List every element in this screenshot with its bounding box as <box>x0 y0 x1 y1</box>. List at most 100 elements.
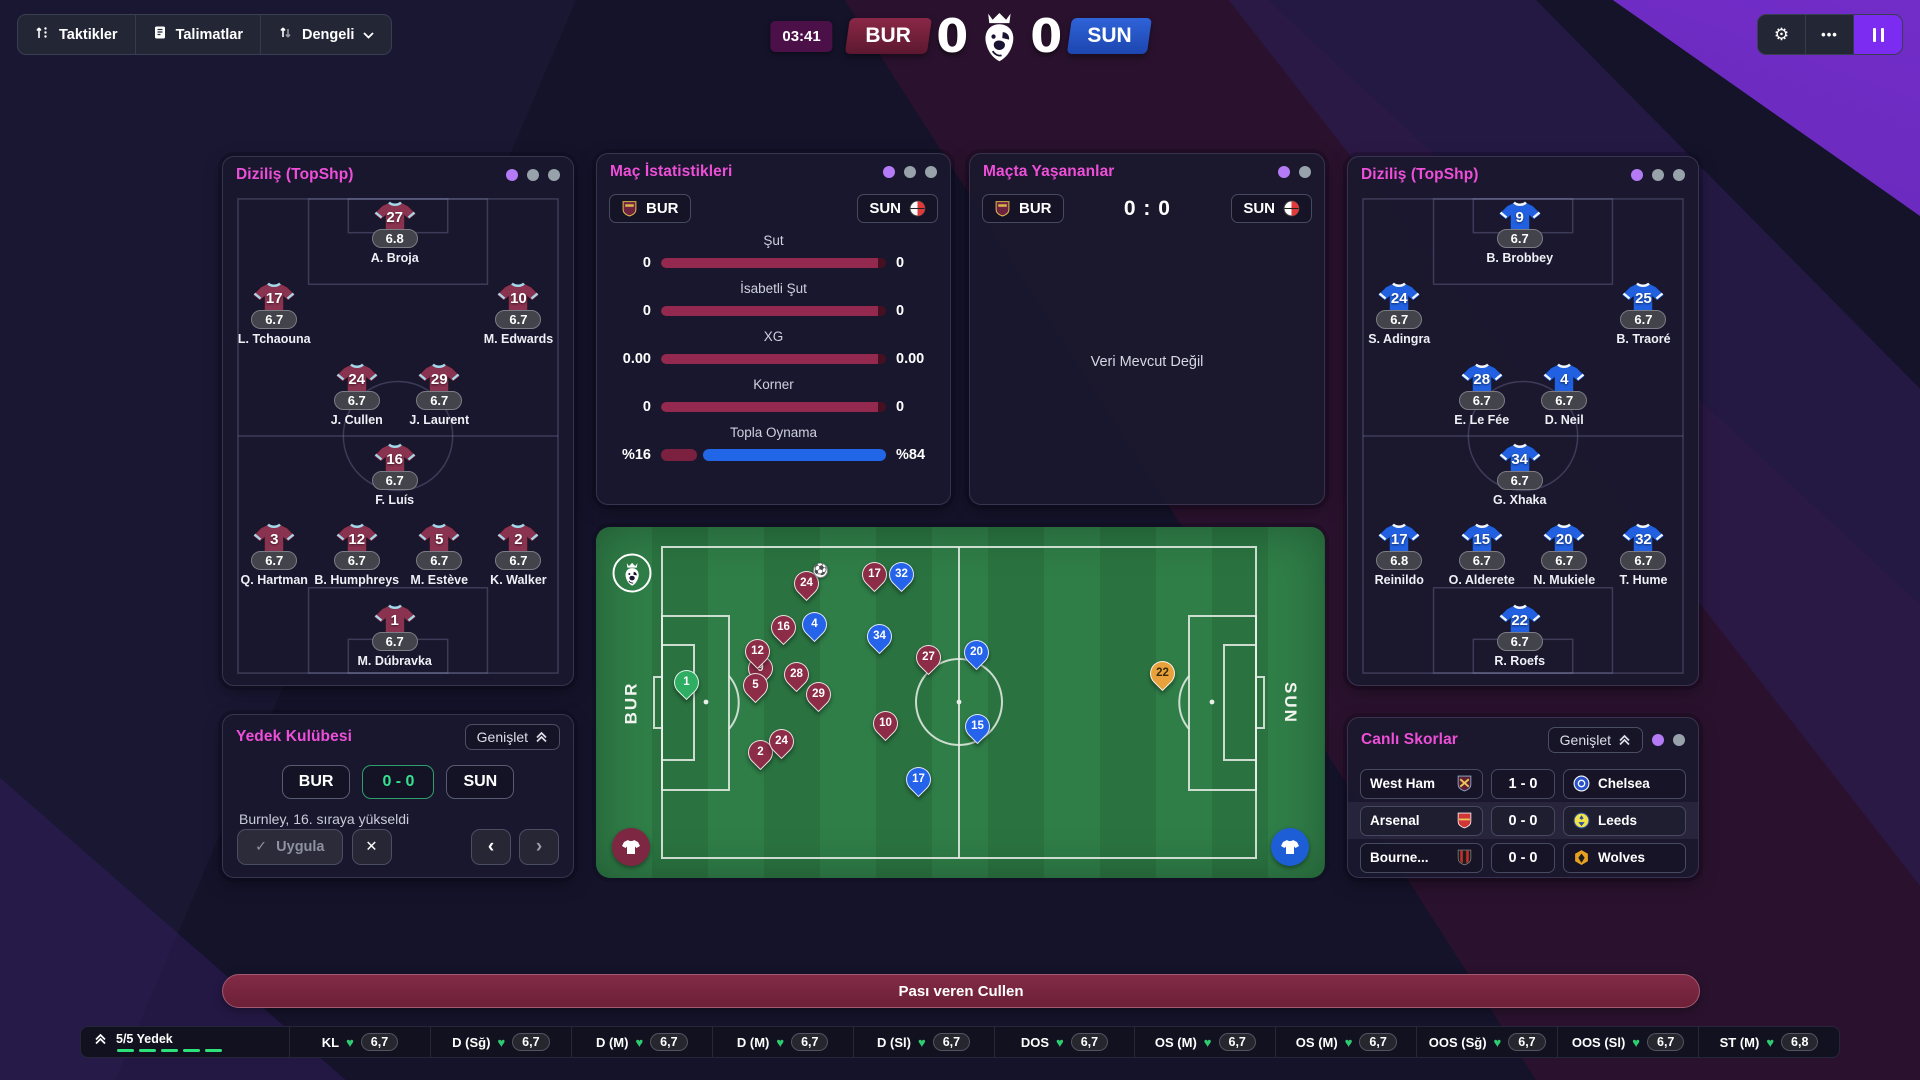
position-rating-item[interactable]: OS (M) ♥ 6,7 <box>1275 1027 1416 1057</box>
toolbar-button-label: Dengeli <box>302 26 355 43</box>
panel-control-dot[interactable] <box>904 166 916 178</box>
formation-player[interactable]: 5 6.7 M. Estève <box>379 523 499 587</box>
formation-player[interactable]: 20 6.7 N. Mukiele <box>1504 523 1624 587</box>
home-team-box[interactable]: West Ham <box>1360 768 1483 799</box>
panel-control-dot[interactable] <box>1652 734 1664 746</box>
formation-player[interactable]: 27 6.8 A. Broja <box>335 201 455 265</box>
panel-control-dot[interactable] <box>1278 166 1290 178</box>
formation-player[interactable]: 29 6.7 J. Laurent <box>379 363 499 427</box>
home-team-box[interactable]: Arsenal <box>1360 805 1483 836</box>
formation-player[interactable]: 3 6.7 Q. Hartman <box>214 523 334 587</box>
player-name: E. Le Fée <box>1454 413 1510 427</box>
formation-player[interactable]: 12 6.7 B. Humphreys <box>297 523 417 587</box>
position-rating-item[interactable]: D (M) ♥ 6,7 <box>711 1027 853 1057</box>
position-rating-item[interactable]: ST (M) ♥ 6,8 <box>1698 1027 1839 1057</box>
subs-summary[interactable]: 5/5 Yedek <box>81 1027 289 1057</box>
away-team-box[interactable]: Chelsea <box>1563 768 1686 799</box>
panel-dots <box>874 166 937 178</box>
panel-control-dot[interactable] <box>506 169 518 181</box>
live-score-row[interactable]: Arsenal 0 - 0 Leeds <box>1348 802 1698 839</box>
player-name: B. Brobbey <box>1486 251 1554 265</box>
away-team-badge[interactable]: SUN <box>857 194 938 223</box>
position-label: DOS <box>1020 1034 1050 1050</box>
panel-control-dot[interactable] <box>1631 169 1643 181</box>
away-kit-button[interactable] <box>1271 828 1309 866</box>
formation-player[interactable]: 4 6.7 D. Neil <box>1504 363 1624 427</box>
position-label: OOS (Sl) <box>1571 1034 1626 1050</box>
panel-control-dot[interactable] <box>1299 166 1311 178</box>
position-rating-item[interactable]: D (Sl) ♥ 6,7 <box>852 1027 994 1057</box>
away-team-box[interactable]: Wolves <box>1563 842 1686 873</box>
toolbar-button-dengeli[interactable]: Dengeli <box>261 15 391 54</box>
away-team-chip[interactable]: SUN <box>1066 18 1153 54</box>
panel-control-dot[interactable] <box>548 169 560 181</box>
panel-control-dot[interactable] <box>1673 169 1685 181</box>
formation-player[interactable]: 16 6.7 F. Luís <box>335 443 455 507</box>
formation-player[interactable]: 17 6.8 Reinildo <box>1339 523 1459 587</box>
away-team-badge[interactable]: SUN <box>1231 194 1312 223</box>
pause-button[interactable] <box>1854 15 1902 54</box>
panel-control-dot[interactable] <box>527 169 539 181</box>
match-controls: ⚙ ••• <box>1757 14 1903 55</box>
formation-player[interactable]: 24 6.7 J. Cullen <box>297 363 417 427</box>
formation-player[interactable]: 22 6.7 R. Roefs <box>1460 604 1580 668</box>
live-score-row[interactable]: West Ham 1 - 0 Chelsea <box>1348 765 1698 802</box>
live-score-row[interactable]: Bourne... 0 - 0 Wolves <box>1348 839 1698 876</box>
condition-heart-icon: ♥ <box>1203 1034 1212 1050</box>
formation-player[interactable]: 9 6.7 B. Brobbey <box>1460 201 1580 265</box>
panel-control-dot[interactable] <box>1673 734 1685 746</box>
formation-player[interactable]: 2 6.7 K. Walker <box>458 523 578 587</box>
apply-button[interactable]: ✓ Uygula <box>237 829 343 865</box>
home-team-chip[interactable]: BUR <box>845 18 932 54</box>
home-team-badge[interactable]: BUR <box>982 194 1064 223</box>
formation-player[interactable]: 24 6.7 S. Adingra <box>1339 282 1459 346</box>
stat-home-value: 0.00 <box>622 351 651 367</box>
previous-button[interactable]: ‹ <box>471 829 511 865</box>
toolbar-button-taktikler[interactable]: Taktikler <box>18 15 136 54</box>
next-button[interactable]: › <box>519 829 559 865</box>
formation-player[interactable]: 28 6.7 E. Le Fée <box>1422 363 1542 427</box>
home-team-chip[interactable]: BUR <box>281 765 351 799</box>
player-rating: 6.7 <box>1458 551 1505 570</box>
player-shirt-icon: 34 <box>1497 443 1542 477</box>
panel-control-dot[interactable] <box>925 166 937 178</box>
home-team-box[interactable]: Bourne... <box>1360 842 1483 873</box>
formation-player[interactable]: 25 6.7 B. Traoré <box>1583 282 1703 346</box>
formation-player[interactable]: 1 6.7 M. Dúbravka <box>335 604 455 668</box>
position-rating-item[interactable]: OOS (Sl) ♥ 6,7 <box>1557 1027 1698 1057</box>
home-team-badge[interactable]: BUR <box>609 194 691 223</box>
expand-button[interactable]: Genişlet <box>464 724 560 750</box>
position-rating: 6,7 <box>791 1033 829 1051</box>
westham-crest-icon <box>1456 775 1473 792</box>
more-options-button[interactable]: ••• <box>1806 15 1854 54</box>
home-kit-button[interactable] <box>612 828 650 866</box>
position-rating-item[interactable]: OOS (Sğ) ♥ 6,7 <box>1416 1027 1557 1057</box>
player-shirt-icon: 5 <box>417 523 462 557</box>
stat-bar <box>661 306 886 316</box>
match-pitch: BUR SUN 1 2 24 9 5 12 16 28 29 24 ⚽ 17 32 4 34 27 20 10 15… <box>596 527 1325 878</box>
position-rating-item[interactable]: DOS ♥ 6,7 <box>993 1027 1135 1057</box>
panel-control-dot[interactable] <box>1652 169 1664 181</box>
panel-header: Diziliş (TopShp) <box>1348 157 1698 189</box>
position-rating-item[interactable]: D (Sğ) ♥ 6,7 <box>429 1027 571 1057</box>
player-name: S. Adingra <box>1368 332 1431 346</box>
away-team-box[interactable]: Leeds <box>1563 805 1686 836</box>
stat-away-value: 0 <box>896 399 905 415</box>
check-icon: ✓ <box>255 839 268 855</box>
position-rating-item[interactable]: D (M) ♥ 6,7 <box>570 1027 712 1057</box>
formation-player[interactable]: 15 6.7 O. Alderete <box>1422 523 1542 587</box>
position-rating-item[interactable]: KL ♥ 6,7 <box>289 1027 430 1057</box>
formation-player[interactable]: 34 6.7 G. Xhaka <box>1460 443 1580 507</box>
position-rating-item[interactable]: OS (M) ♥ 6,7 <box>1134 1027 1275 1057</box>
stat-away-value: 0 <box>896 255 905 271</box>
dismiss-button[interactable]: ✕ <box>351 829 392 865</box>
panel-control-dot[interactable] <box>883 166 895 178</box>
formation-player[interactable]: 17 6.7 L. Tchaouna <box>214 282 334 346</box>
formation-player[interactable]: 10 6.7 M. Edwards <box>458 282 578 346</box>
away-team-chip[interactable]: SUN <box>446 765 515 799</box>
expand-button[interactable]: Genişlet <box>1547 727 1643 753</box>
formation-player[interactable]: 32 6.7 T. Hume <box>1583 523 1703 587</box>
condition-heart-icon: ♥ <box>918 1034 926 1050</box>
toolbar-button-talimatlar[interactable]: Talimatlar <box>136 15 262 54</box>
settings-button[interactable]: ⚙ <box>1758 15 1806 54</box>
